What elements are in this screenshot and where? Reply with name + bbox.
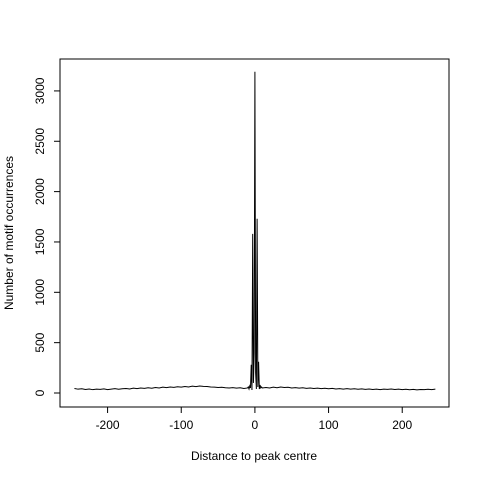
y-tick-label: 3000 [33, 77, 47, 104]
x-tick-label: -100 [169, 418, 193, 432]
x-tick-label: -200 [96, 418, 120, 432]
data-line [74, 71, 436, 391]
y-axis-label: Number of motif occurrences [2, 156, 16, 310]
y-tick-label: 1000 [33, 279, 47, 306]
x-tick-label: 200 [392, 418, 412, 432]
y-tick-label: 1500 [33, 228, 47, 255]
y-tick-label: 2500 [33, 128, 47, 155]
y-tick-label: 0 [33, 389, 47, 396]
x-tick-label: 100 [319, 418, 339, 432]
y-tick-label: 500 [33, 332, 47, 352]
x-axis-label: Distance to peak centre [191, 449, 317, 463]
x-tick-label: 0 [252, 418, 259, 432]
y-tick-label: 2000 [33, 178, 47, 205]
